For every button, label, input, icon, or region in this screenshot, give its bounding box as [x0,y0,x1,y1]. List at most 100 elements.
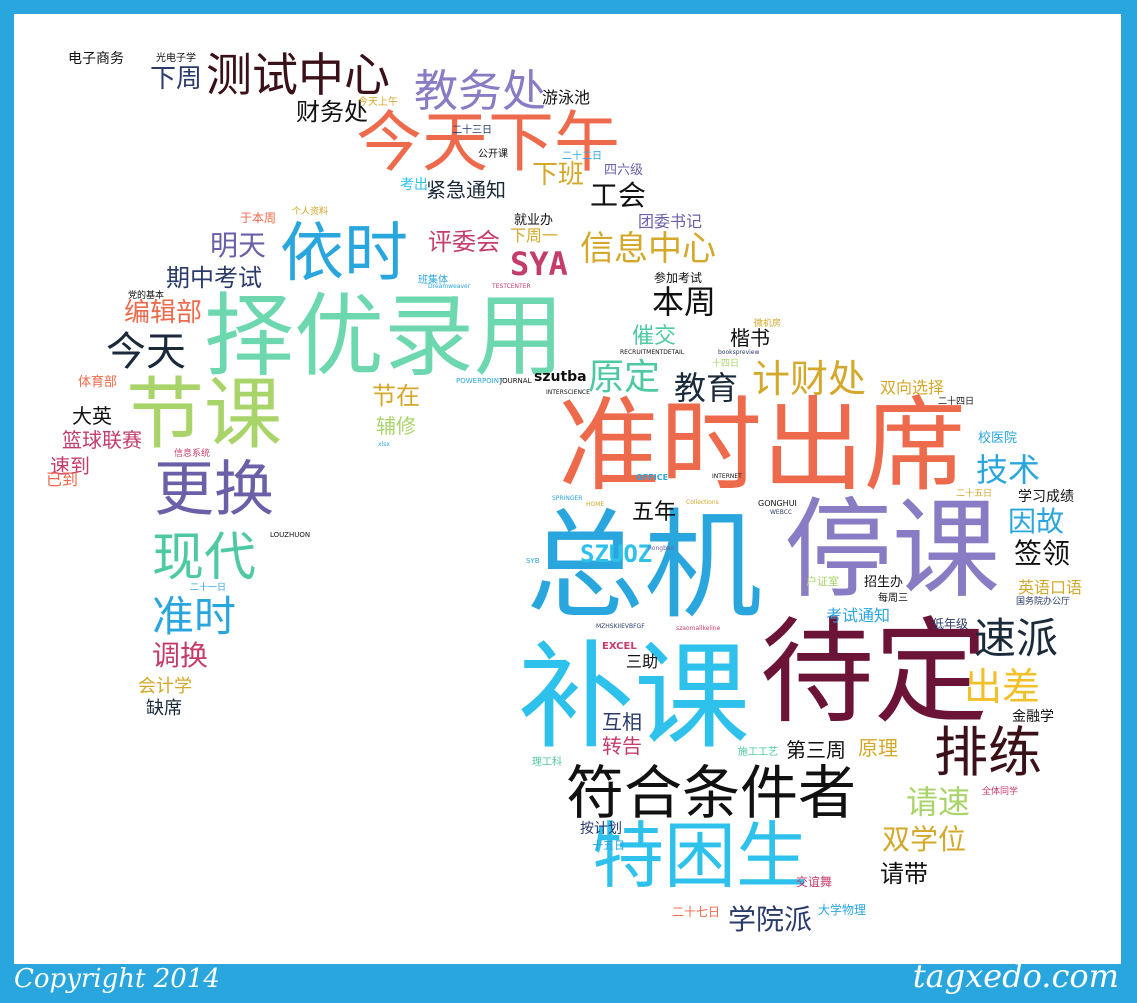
cloud-word: 双学位 [882,823,967,856]
cloud-word: 五年 [632,500,677,525]
cloud-word: 考出 [400,177,428,193]
cloud-word: INTERNET [712,473,742,480]
cloud-word: 四六级 [604,163,644,178]
cloud-word: 转告 [602,734,642,758]
cloud-word: 今天 [106,329,186,375]
cloud-word: GONGHUI [758,499,797,508]
cloud-word: 因故 [1008,505,1065,538]
cloud-word: HOME [586,501,605,508]
cloud-word: 团委书记 [638,212,703,231]
cloud-word: Collections [686,499,719,506]
cloud-word: 游泳池 [542,88,591,107]
cloud-word: 大学物理 [818,903,867,917]
cloud-word: 催交 [632,324,677,349]
cloud-word: 英语口语 [1018,578,1083,597]
cloud-word: 学习成绩 [1018,489,1074,505]
cloud-word: 下周一 [510,226,559,245]
cloud-word: szutba [534,369,587,385]
cloud-word: 准时 [152,592,237,641]
cloud-word: 每周三 [878,593,908,604]
cloud-word: 校医院 [978,431,1018,446]
cloud-word: bookspreview [718,349,760,356]
cloud-word: MZHSKIIEVBFGF [596,623,645,630]
cloud-word: 二十七日 [672,905,721,919]
cloud-word: 紧急通知 [426,178,506,202]
cloud-word: LOUZHUON [270,531,311,539]
cloud-word: 排练 [934,721,1042,784]
cloud-word: 原定 [588,357,661,398]
cloud-word: 会计学 [138,676,192,697]
cloud-word: 符合条件者 [566,759,857,827]
cloud-word: xlsx [378,441,390,448]
cloud-word: 编辑部 [124,298,203,328]
cloud-word: 教务处 [414,66,546,117]
cloud-word: 财务处 [296,98,368,126]
cloud-word: 按计划 [580,821,622,837]
cloud-word: 现代 [152,528,257,588]
cloud-word: 期中考试 [166,264,262,292]
cloud-word: 第三周 [786,738,846,762]
cloud-word: 光电子学 [156,53,196,64]
cloud-word: 楷书 [730,326,770,350]
cloud-word: 速派 [974,614,1059,663]
cloud-word: JOURNAL [500,377,532,385]
cloud-word: 节课 [126,370,283,460]
cloud-word: 二十三日 [452,125,492,136]
cloud-word: 教育 [674,369,739,407]
cloud-word: SYA [510,245,568,283]
cloud-word: 工会 [590,179,647,212]
cloud-word: 更换 [154,455,274,525]
cloud-word: 篮球联赛 [62,428,142,452]
cloud-word: 总机 [526,497,763,635]
cloud-word: 三助 [626,652,659,671]
cloud-word: 调换 [152,639,209,672]
cloud-word: 互相 [602,710,642,734]
word-cloud-canvas: 补课 待定 总机 停课 准时出席 择优录用 特困生 符合条件者 今天下午 节课 … [14,14,1121,964]
brand-link[interactable]: tagxedo.com [912,957,1119,995]
cloud-word: 十五日 [592,839,625,852]
cloud-word: 请带 [880,860,928,888]
cloud-word: 二十一日 [190,583,227,593]
cloud-word: 待定 [760,606,989,739]
cloud-word: RECRUITMENTDETAIL [620,349,685,356]
cloud-word: 缺席 [146,698,182,719]
cloud-word: 理工科 [532,757,562,768]
cloud-word: 国务院办公厅 [1016,597,1071,607]
cloud-word: 二十五日 [956,489,993,499]
cloud-word: 招生办 [864,575,904,590]
cloud-word: szaomallkeline [676,625,721,632]
cloud-word: 金融学 [1012,709,1054,725]
cloud-word: 停课 [784,488,1001,613]
cloud-word: 明天 [210,229,267,262]
cloud-word: OFFICE [636,473,669,482]
cloud-word: 电子商务 [68,51,124,67]
cloud-word: 双向选择 [880,378,945,397]
cloud-word: 公开课 [478,149,508,160]
cloud-word: 于本周 [240,211,277,225]
cloud-word: 节在 [372,382,420,410]
cloud-word: 已到 [46,470,79,489]
cloud-word: 全体同学 [982,787,1019,797]
copyright-text: Copyright 2014 [14,964,220,994]
cloud-word: SYB [526,557,540,565]
cloud-word: 大英 [72,404,112,428]
cloud-word: 本周 [652,283,717,321]
cloud-word: 就业办 [514,213,554,228]
cloud-word: POWERPOINT [456,377,504,385]
cloud-word: 速到 [50,454,90,478]
cloud-word: 信息系统 [174,449,211,459]
cloud-word: 微机房 [754,319,782,329]
cloud-word: 计财处 [752,357,867,401]
cloud-word: 下周 [150,64,203,94]
cloud-word: 个人资料 [292,207,329,217]
cloud-word: WEBCC [770,509,793,516]
cloud-word: 原理 [858,736,898,760]
cloud-word: 二十四日 [938,397,975,407]
cloud-word: 参加考试 [654,271,703,285]
cloud-word: INTERSCIENCE [546,389,590,396]
cloud-word: 择优录用 [204,284,564,389]
cloud-word: 签领 [1014,537,1071,570]
cloud-word: 今天上午 [358,97,398,108]
cloud-word: 信息中心 [580,229,716,269]
cloud-word: SPRINGER [552,495,583,502]
